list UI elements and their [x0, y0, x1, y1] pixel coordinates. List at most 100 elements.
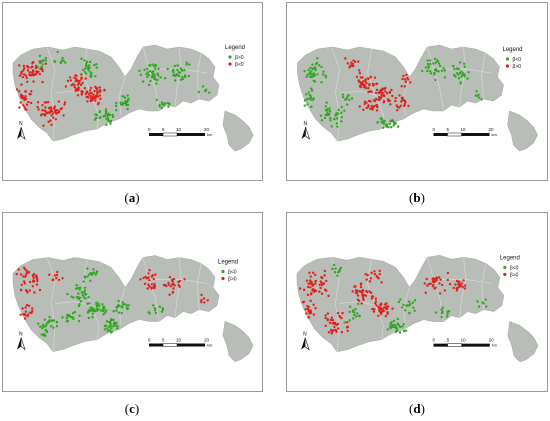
negative-point	[364, 79, 367, 82]
negative-point	[346, 62, 349, 65]
positive-point	[75, 296, 79, 299]
positive-point	[404, 329, 408, 332]
scale-tick-5: 5	[447, 127, 450, 132]
positive-point	[312, 79, 315, 83]
region-shape	[297, 44, 538, 152]
positive-point	[477, 305, 481, 308]
district-boundary	[196, 263, 202, 310]
negative-point	[88, 89, 92, 92]
negative-point	[20, 96, 24, 100]
negative-point	[367, 104, 370, 107]
negative-point	[371, 295, 375, 298]
positive-point	[306, 73, 309, 77]
positive-point	[481, 301, 484, 304]
positive-point	[319, 114, 323, 117]
positive-point	[463, 65, 466, 68]
negative-point	[35, 276, 38, 279]
negative-point	[305, 312, 308, 315]
legend-top-text: β<0	[513, 57, 522, 63]
legend-title: Legend	[500, 255, 520, 261]
positive-point	[40, 66, 44, 69]
positive-point	[84, 64, 88, 68]
positive-point	[421, 69, 424, 73]
district-boundary	[174, 46, 182, 108]
positive-point	[109, 319, 113, 322]
negative-point	[459, 284, 462, 288]
legend-top-text: β<0	[228, 270, 237, 276]
negative-point	[356, 294, 360, 297]
positive-point	[105, 117, 108, 120]
positive-point	[433, 57, 437, 60]
positive-point	[185, 63, 188, 66]
positive-point	[47, 320, 51, 323]
positive-point	[324, 74, 327, 78]
negative-point	[345, 321, 349, 324]
panel-label-d: (d)	[409, 401, 425, 416]
negative-point	[41, 113, 44, 116]
positive-point	[395, 327, 398, 331]
negative-point	[61, 277, 64, 280]
positive-point	[305, 93, 308, 96]
map-panel-a: Legend β>0 β<0 N 0 5 10 20 km	[2, 2, 263, 181]
negative-point	[75, 89, 79, 92]
positive-point	[94, 116, 98, 120]
negative-point	[426, 284, 429, 287]
negative-point	[391, 94, 394, 98]
positive-point	[126, 107, 129, 111]
panel-label-b: (b)	[409, 190, 425, 205]
positive-point	[181, 76, 184, 79]
negative-point	[348, 66, 351, 69]
scale-bar: 0 5 10 20 km	[433, 338, 498, 348]
positive-point	[322, 70, 325, 73]
positive-point	[411, 301, 414, 304]
positive-point	[440, 315, 443, 319]
positive-point	[197, 90, 200, 94]
negative-point	[367, 87, 370, 90]
positive-point	[114, 324, 118, 327]
negative-point	[200, 299, 203, 302]
positive-point	[402, 303, 405, 307]
district-boundary	[46, 257, 56, 352]
negative-point	[365, 82, 368, 85]
negative-point	[384, 307, 388, 311]
positive-point	[466, 77, 469, 80]
negative-point	[318, 283, 321, 287]
positive-point	[331, 267, 334, 271]
positive-point	[83, 291, 86, 294]
negative-point	[39, 67, 42, 71]
positive-point	[183, 69, 186, 72]
positive-point	[95, 63, 98, 66]
negative-point	[298, 287, 302, 290]
negative-point	[323, 269, 327, 273]
positive-point	[97, 308, 100, 311]
negative-point	[70, 84, 73, 87]
positive-point	[443, 76, 447, 79]
negative-point	[312, 303, 315, 306]
negative-point	[346, 329, 349, 333]
negative-point	[27, 304, 31, 307]
positive-point	[348, 310, 351, 314]
negative-point	[47, 120, 50, 124]
positive-point	[426, 62, 430, 66]
negative-point	[373, 76, 377, 79]
positive-point	[72, 296, 75, 299]
negative-point	[76, 80, 80, 83]
negative-point	[85, 90, 89, 93]
negative-point	[403, 78, 407, 81]
negative-point	[311, 284, 314, 287]
positive-point	[457, 77, 461, 80]
positive-point	[459, 82, 462, 85]
positive-point	[78, 314, 81, 317]
negative-point	[36, 105, 39, 109]
negative-point	[440, 283, 444, 287]
positive-point	[109, 122, 112, 125]
positive-point	[121, 301, 124, 304]
positive-point	[396, 322, 399, 326]
district-boundary	[330, 257, 340, 352]
negative-point	[171, 283, 174, 286]
negative-point	[429, 282, 432, 285]
positive-point	[73, 310, 77, 314]
negative-point	[58, 109, 61, 113]
positive-point	[93, 118, 97, 122]
positive-point	[87, 296, 90, 299]
